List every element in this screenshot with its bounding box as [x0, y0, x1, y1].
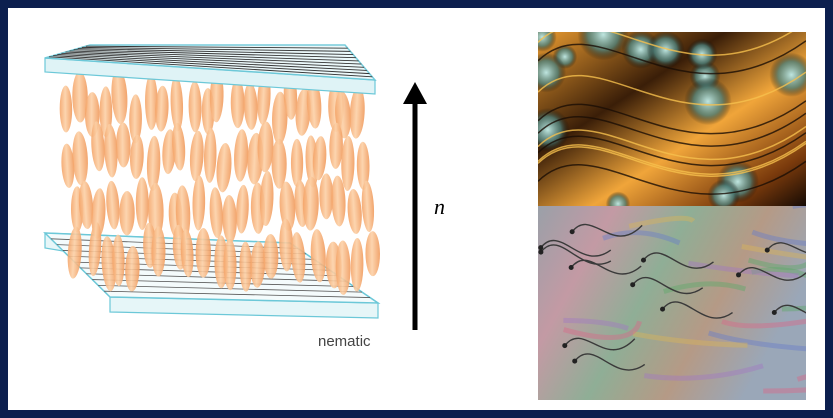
defect-core: [772, 310, 777, 315]
defect-core: [562, 343, 567, 348]
schlieren-texture: [526, 9, 814, 216]
defect-core: [641, 258, 646, 263]
defect: [684, 78, 732, 126]
defect-core: [538, 250, 543, 255]
molecule: [136, 177, 149, 230]
defect-core: [736, 272, 741, 277]
defect-core: [630, 282, 635, 287]
molecule: [319, 173, 333, 219]
defect-core: [570, 229, 575, 234]
defect-texture: [538, 205, 833, 400]
defect-core: [572, 359, 577, 364]
figure: nematic n: [0, 0, 833, 418]
defect-core: [765, 248, 770, 253]
defect-core: [569, 265, 574, 270]
phase-label: nematic: [318, 333, 371, 350]
director-label: n: [434, 194, 445, 219]
defect-core: [660, 307, 665, 312]
molecule: [196, 228, 211, 278]
